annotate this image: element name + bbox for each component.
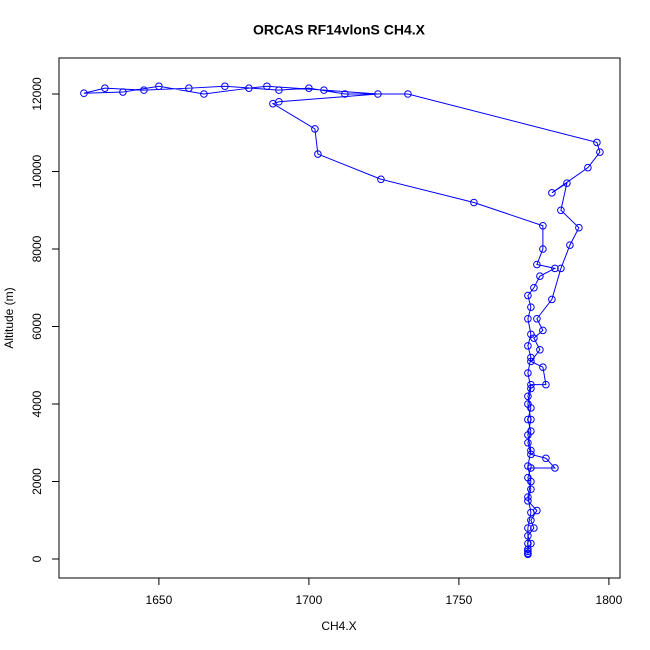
x-tick-label: 1700 xyxy=(296,593,323,607)
data-point xyxy=(542,380,550,389)
data-point xyxy=(533,260,541,269)
data-point xyxy=(263,82,271,91)
data-point xyxy=(539,363,547,371)
data-point xyxy=(524,545,532,554)
data-point xyxy=(155,82,163,91)
data-point xyxy=(311,125,319,133)
data-point xyxy=(470,198,478,207)
data-point xyxy=(314,150,322,158)
data-point xyxy=(527,353,535,362)
data-point xyxy=(527,330,535,339)
data-point xyxy=(527,477,535,486)
data-point xyxy=(524,369,532,377)
y-tick-label: 12000 xyxy=(30,77,44,111)
data-point xyxy=(524,550,532,559)
data-point xyxy=(524,547,532,556)
x-tick-label: 1750 xyxy=(446,593,473,607)
data-point xyxy=(566,241,574,249)
data-point xyxy=(341,90,349,98)
data-point xyxy=(575,223,583,232)
data-point xyxy=(551,464,559,472)
data-point xyxy=(527,485,535,494)
data-point xyxy=(551,264,559,273)
y-tick-label: 8000 xyxy=(30,235,44,262)
x-tick-label: 1800 xyxy=(596,593,623,607)
data-point xyxy=(527,415,535,424)
data-point xyxy=(275,86,283,94)
y-tick-label: 2000 xyxy=(30,468,44,495)
data-point xyxy=(140,86,148,94)
data-point xyxy=(377,175,385,184)
data-point xyxy=(536,345,544,354)
data-point xyxy=(200,90,208,98)
data-point xyxy=(119,88,127,96)
data-point xyxy=(530,524,538,532)
data-point xyxy=(563,179,571,187)
data-point xyxy=(524,438,532,447)
plot-frame xyxy=(58,57,621,579)
data-point xyxy=(542,454,550,463)
data-point xyxy=(530,283,538,292)
data-point xyxy=(527,357,535,366)
data-point xyxy=(548,295,556,304)
data-point xyxy=(527,380,535,389)
y-tick-label: 10000 xyxy=(30,154,44,188)
data-point xyxy=(524,415,532,424)
data-point xyxy=(245,84,253,92)
data-point xyxy=(404,90,412,98)
data-point xyxy=(527,450,535,459)
data-point xyxy=(584,163,592,172)
data-point xyxy=(527,508,535,517)
data-point xyxy=(524,524,532,532)
x-axis-label: CH4.X xyxy=(321,619,356,633)
data-point xyxy=(524,531,532,540)
data-point xyxy=(527,446,535,455)
data-point xyxy=(269,99,277,108)
data-point xyxy=(548,189,556,197)
y-axis-label: Altitude (m) xyxy=(2,287,16,348)
data-point xyxy=(374,90,382,98)
data-point xyxy=(185,84,193,92)
data-point xyxy=(593,138,601,147)
data-point xyxy=(80,89,88,98)
data-point xyxy=(557,206,565,215)
data-point xyxy=(533,314,541,323)
data-line xyxy=(83,85,601,555)
y-tick-label: 4000 xyxy=(30,390,44,417)
data-point xyxy=(320,86,328,94)
data-point xyxy=(524,462,532,470)
data-point xyxy=(539,326,547,335)
data-point xyxy=(524,291,532,300)
data-point xyxy=(536,272,544,280)
data-point xyxy=(539,245,547,253)
data-point xyxy=(305,84,313,92)
data-point xyxy=(527,539,535,548)
data-point xyxy=(524,314,532,323)
data-point xyxy=(539,221,547,230)
x-tick-label: 1650 xyxy=(146,593,173,607)
data-point xyxy=(524,497,532,505)
data-point xyxy=(557,264,565,273)
data-point xyxy=(524,342,532,350)
data-point xyxy=(524,493,532,501)
y-tick-label: 6000 xyxy=(30,313,44,340)
data-point xyxy=(527,384,535,393)
data-point xyxy=(527,516,535,525)
data-point xyxy=(524,400,532,408)
data-point xyxy=(524,392,532,401)
data-point xyxy=(221,82,229,91)
data-point xyxy=(101,84,109,92)
chart-title: ORCAS RF14vlonS CH4.X xyxy=(253,22,426,38)
data-point xyxy=(524,539,532,548)
data-point xyxy=(596,148,604,156)
data-point xyxy=(524,431,532,439)
y-tick-label: 0 xyxy=(30,555,44,562)
data-point xyxy=(527,303,535,311)
